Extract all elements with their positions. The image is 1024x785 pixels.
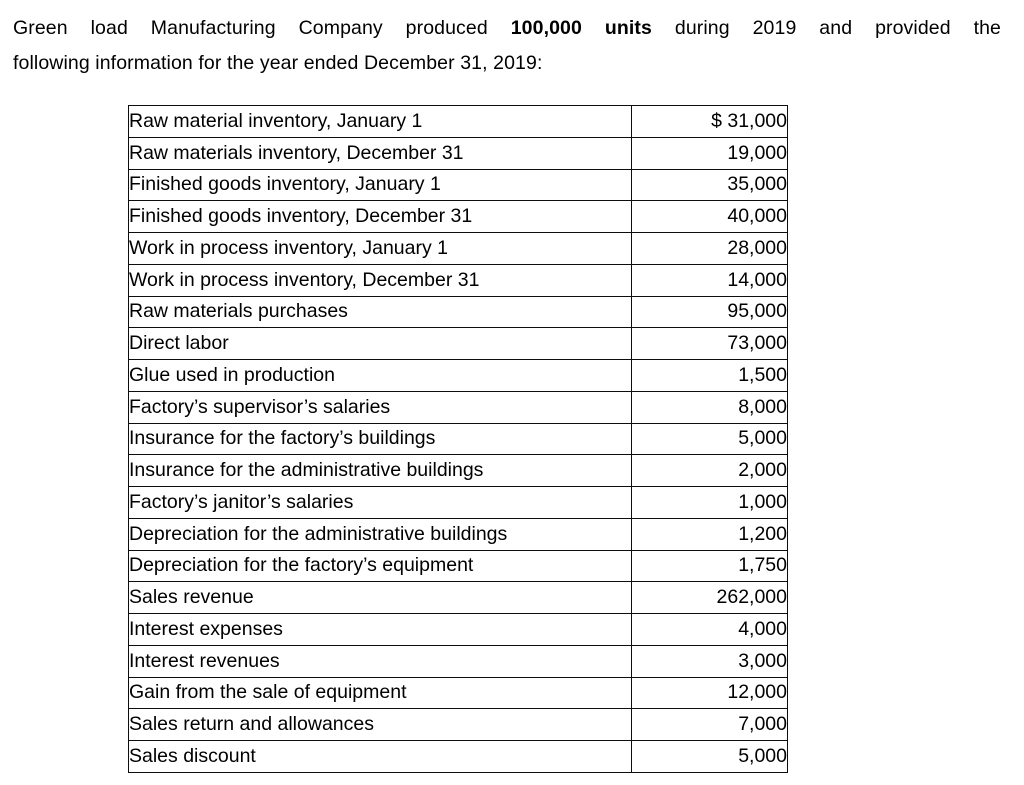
- row-label: Glue used in production: [128, 359, 632, 392]
- row-value: 5,000: [631, 740, 788, 773]
- row-value: 19,000: [631, 136, 788, 170]
- row-value: 73,000: [631, 327, 788, 360]
- row-label: Sales return and allowances: [128, 708, 632, 741]
- row-value: 5,000: [631, 422, 788, 456]
- table-row: Finished goods inventory, January 1 35,00…: [128, 168, 788, 202]
- row-value: 8,000: [631, 390, 788, 424]
- table-row: Interest expenses 4,000: [128, 613, 788, 646]
- problem-statement: Green load Manufacturing Company produce…: [13, 11, 1001, 81]
- table-row: Sales discount 5,000: [128, 740, 788, 773]
- table-row: Finished goods inventory, December 31 40,…: [128, 200, 788, 233]
- row-value: 1,500: [631, 359, 788, 392]
- row-value: 40,000: [631, 200, 788, 233]
- row-label: Interest expenses: [128, 613, 632, 646]
- row-label: Gain from the sale of equipment: [128, 676, 632, 710]
- row-label: Sales revenue: [128, 581, 632, 614]
- statement-suffix: during 2019 and provided the: [674, 17, 1001, 39]
- row-label: Work in process inventory, December 31: [128, 263, 632, 297]
- table-row: Depreciation for the administrative buil…: [128, 517, 788, 551]
- row-label: Finished goods inventory, December 31: [128, 200, 632, 233]
- row-label: Factory’s supervisor’s salaries: [128, 390, 632, 424]
- financial-data-table-body: Raw material inventory, January 1 $ 31,00…: [128, 105, 788, 773]
- row-label: Factory’s janitor’s salaries: [128, 486, 632, 519]
- statement-prefix: Green load Manufacturing Company produce…: [13, 17, 488, 39]
- row-value: 1,200: [631, 517, 788, 551]
- table-row: Work in process inventory, December 31 14…: [128, 263, 788, 297]
- row-label: Insurance for the factory’s buildings: [128, 422, 632, 456]
- table-row: Raw material inventory, January 1 $ 31,00…: [128, 105, 788, 138]
- table-row: Insurance for the factory’s buildings 5,0…: [128, 422, 788, 456]
- row-label: Finished goods inventory, January 1: [128, 168, 632, 202]
- table-row: Interest revenues 3,000: [128, 644, 788, 678]
- row-label: Direct labor: [128, 327, 632, 360]
- row-value: 14,000: [631, 263, 788, 297]
- row-label: Depreciation for the administrative buil…: [128, 517, 632, 551]
- row-label: Interest revenues: [128, 644, 632, 678]
- table-row: Factory’s janitor’s salaries 1,000: [128, 486, 788, 519]
- row-value: 4,000: [631, 613, 788, 646]
- row-label: Work in process inventory, January 1: [128, 232, 632, 265]
- row-label: Depreciation for the factory’s equipment: [128, 549, 632, 583]
- row-label: Sales discount: [128, 740, 632, 773]
- table-row: Raw materials inventory, December 31 19,0…: [128, 136, 788, 170]
- row-label: Raw material inventory, January 1: [128, 105, 632, 138]
- table-row: Depreciation for the factory’s equipment…: [128, 549, 788, 583]
- row-value: 262,000: [631, 581, 788, 614]
- table-row: Factory’s supervisor’s salaries 8,000: [128, 390, 788, 424]
- row-value: 1,000: [631, 486, 788, 519]
- row-value: 2,000: [631, 454, 788, 487]
- row-value: 7,000: [631, 708, 788, 741]
- row-label: Raw materials inventory, December 31: [128, 136, 632, 170]
- statement-units-bold: 100,000 units: [510, 17, 652, 39]
- table-row: Work in process inventory, January 1 28,0…: [128, 232, 788, 265]
- table-row: Sales return and allowances 7,000: [128, 708, 788, 741]
- row-value: 12,000: [631, 676, 788, 710]
- row-value: 1,750: [631, 549, 788, 583]
- row-value: 95,000: [631, 295, 788, 329]
- row-label: Insurance for the administrative buildin…: [128, 454, 632, 487]
- row-value: 3,000: [631, 644, 788, 678]
- financial-data-table: Raw material inventory, January 1 $ 31,00…: [128, 105, 788, 773]
- problem-statement-line2: following information for the year ended…: [13, 52, 543, 74]
- table-row: Direct labor 73,000: [128, 327, 788, 360]
- row-value: 35,000: [631, 168, 788, 202]
- table-row: Insurance for the administrative buildin…: [128, 454, 788, 487]
- row-label: Raw materials purchases: [128, 295, 632, 329]
- row-value: 28,000: [631, 232, 788, 265]
- problem-statement-line1: Green load Manufacturing Company produce…: [13, 11, 1001, 46]
- table-row: Raw materials purchases 95,000: [128, 295, 788, 329]
- table-row: Glue used in production 1,500: [128, 359, 788, 392]
- table-row: Sales revenue 262,000: [128, 581, 788, 614]
- row-value: $ 31,000: [631, 105, 788, 138]
- table-row: Gain from the sale of equipment 12,000: [128, 676, 788, 710]
